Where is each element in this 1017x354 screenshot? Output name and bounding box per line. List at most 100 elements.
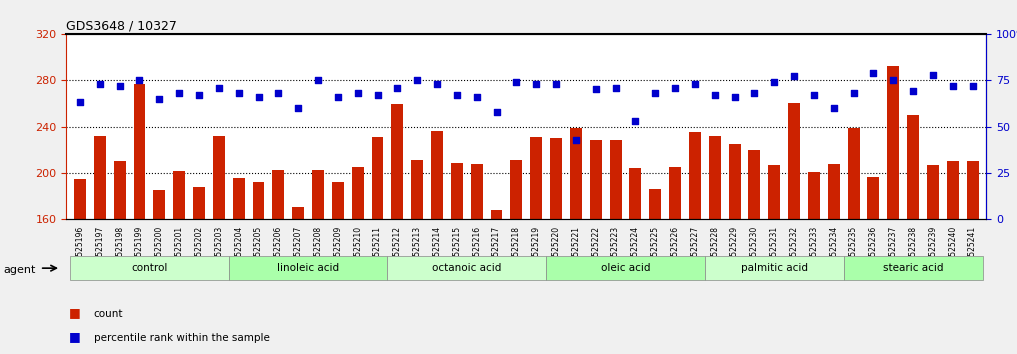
Bar xyxy=(887,66,899,354)
Bar xyxy=(392,104,404,354)
Bar xyxy=(847,128,859,354)
Point xyxy=(567,137,584,142)
Point xyxy=(964,83,980,88)
Point xyxy=(310,77,326,83)
Point xyxy=(885,77,901,83)
Bar xyxy=(273,170,285,354)
Bar xyxy=(550,138,562,354)
Point xyxy=(211,85,227,90)
Bar xyxy=(630,169,642,354)
Point xyxy=(766,79,782,85)
Text: control: control xyxy=(131,263,168,273)
Point xyxy=(409,77,425,83)
Point xyxy=(72,99,88,105)
Bar xyxy=(292,207,304,354)
Point xyxy=(667,85,683,90)
Point xyxy=(290,105,306,111)
Point xyxy=(191,92,207,98)
Text: stearic acid: stearic acid xyxy=(883,263,944,273)
Point xyxy=(112,83,128,88)
Bar xyxy=(609,141,621,354)
Point xyxy=(548,81,564,87)
Point xyxy=(271,90,287,96)
Point xyxy=(350,90,366,96)
Bar xyxy=(213,136,225,354)
Bar xyxy=(173,171,185,354)
Bar xyxy=(807,172,820,354)
Text: agent: agent xyxy=(3,265,36,275)
Bar xyxy=(868,177,880,354)
Point xyxy=(429,81,445,87)
Text: percentile rank within the sample: percentile rank within the sample xyxy=(94,333,270,343)
Bar xyxy=(768,165,780,354)
Bar xyxy=(709,136,721,354)
Bar xyxy=(312,170,324,354)
Point xyxy=(924,72,941,78)
Point xyxy=(171,90,187,96)
Bar xyxy=(828,164,840,354)
Point xyxy=(330,94,346,99)
Bar xyxy=(669,167,681,354)
Point xyxy=(905,88,921,94)
Text: ■: ■ xyxy=(69,306,81,319)
Point xyxy=(508,79,525,85)
Text: linoleic acid: linoleic acid xyxy=(277,263,339,273)
Bar xyxy=(689,132,701,354)
Bar xyxy=(530,137,542,354)
Bar xyxy=(332,182,344,354)
Point xyxy=(686,81,703,87)
Point xyxy=(528,81,544,87)
Bar xyxy=(570,128,582,354)
Point xyxy=(707,92,723,98)
Bar xyxy=(749,150,761,354)
Point xyxy=(805,92,822,98)
Bar xyxy=(511,160,523,354)
Text: oleic acid: oleic acid xyxy=(601,263,650,273)
Text: GDS3648 / 10327: GDS3648 / 10327 xyxy=(66,19,177,33)
Point xyxy=(647,90,663,96)
Point xyxy=(845,90,861,96)
Bar xyxy=(590,141,602,354)
Point xyxy=(746,90,763,96)
Point xyxy=(865,70,882,75)
Bar xyxy=(926,165,939,354)
Point xyxy=(945,83,961,88)
Point xyxy=(369,92,385,98)
Bar xyxy=(947,161,959,354)
Text: octanoic acid: octanoic acid xyxy=(432,263,501,273)
FancyBboxPatch shape xyxy=(546,256,705,280)
Bar xyxy=(649,189,661,354)
FancyBboxPatch shape xyxy=(844,256,982,280)
Bar xyxy=(352,167,364,354)
Bar xyxy=(154,190,166,354)
Text: ■: ■ xyxy=(69,330,81,343)
Point xyxy=(627,118,644,124)
Bar xyxy=(371,137,383,354)
Point xyxy=(448,92,465,98)
Bar xyxy=(451,162,463,354)
Text: palmitic acid: palmitic acid xyxy=(740,263,807,273)
Point xyxy=(488,109,504,115)
Bar xyxy=(490,210,502,354)
Bar xyxy=(233,178,245,354)
Bar xyxy=(252,182,264,354)
Bar xyxy=(114,161,126,354)
Bar xyxy=(966,161,978,354)
Point xyxy=(152,96,168,102)
Point xyxy=(726,94,742,99)
Text: count: count xyxy=(94,309,123,319)
Point xyxy=(231,90,247,96)
Point xyxy=(250,94,266,99)
Bar xyxy=(193,187,205,354)
Point xyxy=(131,77,147,83)
Point xyxy=(588,86,604,92)
FancyBboxPatch shape xyxy=(70,256,229,280)
Point xyxy=(390,85,406,90)
Bar xyxy=(431,131,443,354)
Bar xyxy=(133,84,145,354)
Point xyxy=(826,105,842,111)
Bar xyxy=(788,103,800,354)
Bar xyxy=(907,115,919,354)
Bar xyxy=(471,164,483,354)
Bar xyxy=(411,160,423,354)
